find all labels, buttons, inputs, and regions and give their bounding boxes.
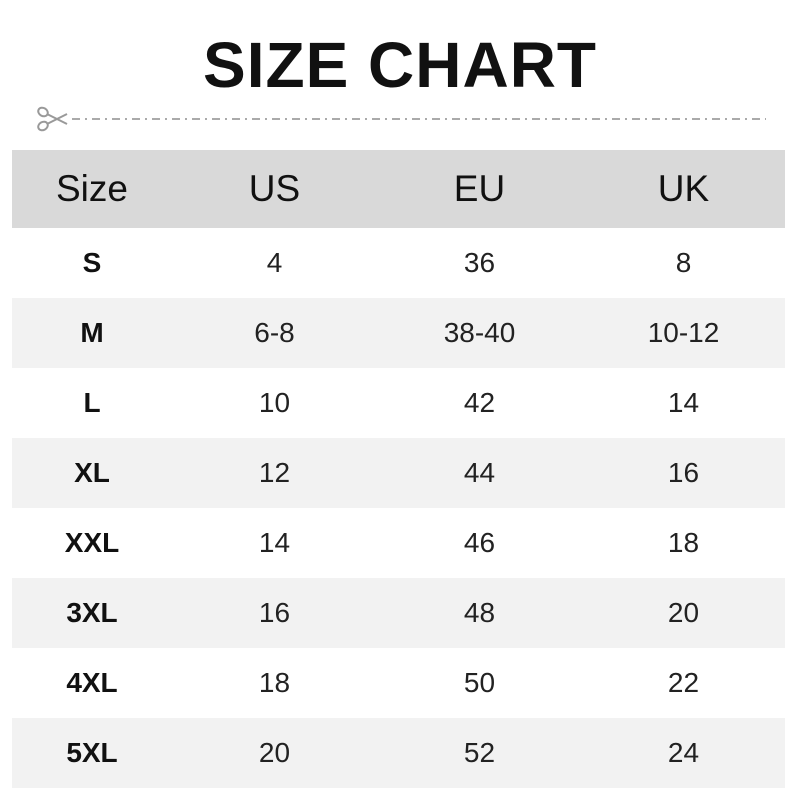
table-row: 5XL 20 52 24 (12, 718, 785, 788)
size-table: Size US EU UK S 4 36 8 M 6-8 38-40 10-12 L 10 42 14 XL 1… (12, 150, 785, 788)
column-header-uk: UK (582, 150, 785, 228)
cell-uk: 24 (582, 718, 785, 788)
cell-size: L (83, 387, 101, 418)
cell-uk: 18 (667, 527, 700, 558)
cell-uk: 22 (667, 667, 700, 698)
cell-size: M (12, 298, 172, 368)
cell-size: 5XL (12, 718, 172, 788)
table-row: M 6-8 38-40 10-12 (12, 298, 785, 368)
cell-us: 12 (172, 438, 377, 508)
column-header-size: Size (12, 150, 172, 228)
cell-size: 3XL (12, 578, 172, 648)
page-title: SIZE CHART (203, 29, 597, 101)
table-row: XXL 14 46 18 (12, 508, 785, 578)
column-header-us: US (172, 150, 377, 228)
table-row: S 4 36 8 (12, 228, 785, 298)
cell-size: S (82, 247, 102, 278)
scissors-icon (37, 106, 68, 132)
cell-us: 10 (258, 387, 291, 418)
cell-eu: 50 (463, 667, 496, 698)
cell-us: 6-8 (172, 298, 377, 368)
table-row: L 10 42 14 (12, 368, 785, 438)
cell-size: XXL (64, 527, 120, 558)
cell-eu: 42 (463, 387, 496, 418)
cell-size: XL (12, 438, 172, 508)
cell-eu: 44 (377, 438, 582, 508)
cell-uk: 20 (582, 578, 785, 648)
cell-uk: 16 (582, 438, 785, 508)
cell-uk: 8 (675, 247, 692, 278)
cell-uk: 14 (667, 387, 700, 418)
cell-eu: 52 (377, 718, 582, 788)
cell-us: 20 (172, 718, 377, 788)
cell-us: 18 (258, 667, 291, 698)
cell-eu: 46 (463, 527, 496, 558)
table-row: 4XL 18 50 22 (12, 648, 785, 718)
header-row: Size US EU UK (12, 150, 785, 228)
cell-eu: 36 (463, 247, 496, 278)
cell-uk: 10-12 (582, 298, 785, 368)
cell-us: 14 (258, 527, 291, 558)
table-row: XL 12 44 16 (12, 438, 785, 508)
cell-us: 4 (266, 247, 283, 278)
cut-line (37, 106, 766, 132)
column-header-eu: EU (377, 150, 582, 228)
table-row: 3XL 16 48 20 (12, 578, 785, 648)
cell-size: 4XL (66, 667, 118, 698)
cell-eu: 38-40 (377, 298, 582, 368)
cell-eu: 48 (377, 578, 582, 648)
cell-us: 16 (172, 578, 377, 648)
